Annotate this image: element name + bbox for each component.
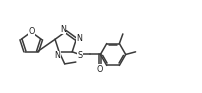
Text: N: N [77,34,83,43]
Text: N: N [60,25,66,34]
Text: O: O [97,65,103,74]
Text: N: N [55,51,61,60]
Text: O: O [28,27,34,36]
Text: S: S [77,50,82,60]
